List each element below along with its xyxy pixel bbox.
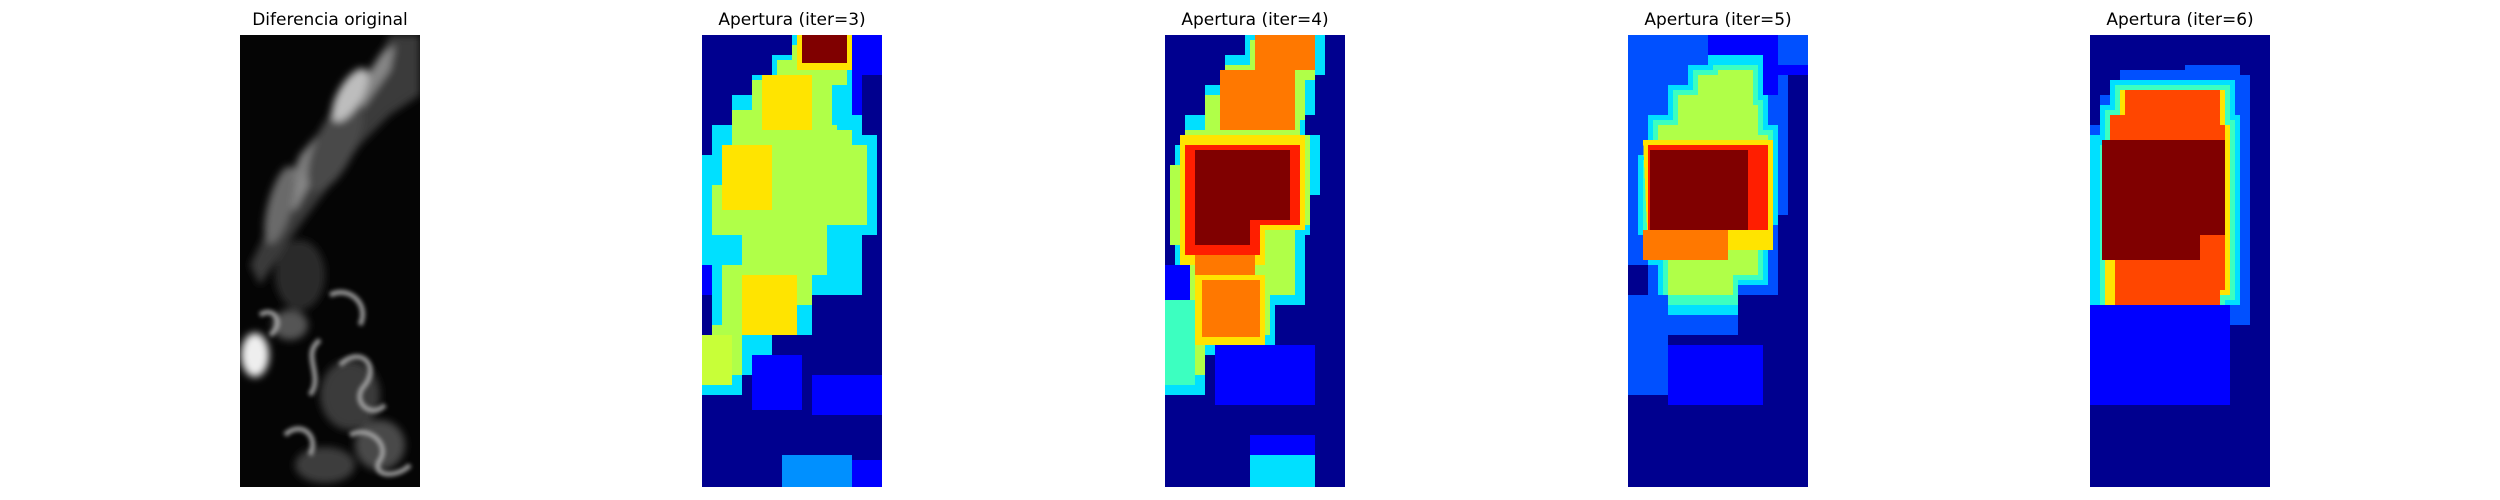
opening-iter-4-image: [1165, 35, 1345, 487]
panel-title-iter-4: Apertura (iter=4): [1181, 10, 1329, 30]
panel-title-iter-5: Apertura (iter=5): [1644, 10, 1792, 30]
original-difference-image: [240, 35, 420, 487]
opening-iter-6-image: [2090, 35, 2270, 487]
opening-iter-3-image: [702, 35, 882, 487]
opening-iter-5-image: [1628, 35, 1808, 487]
panel-title-original: Diferencia original: [252, 10, 408, 30]
panel-title-iter-3: Apertura (iter=3): [718, 10, 866, 30]
panel-title-iter-6: Apertura (iter=6): [2106, 10, 2254, 30]
